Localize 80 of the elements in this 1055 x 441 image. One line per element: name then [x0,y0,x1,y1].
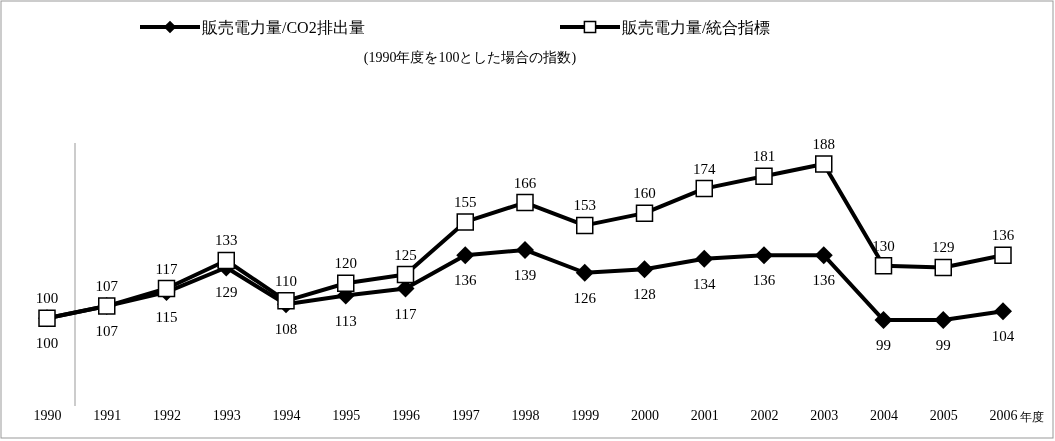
x-tick-label: 2003 [810,407,839,423]
point [516,240,534,259]
point [994,302,1012,321]
data-label: 100 [35,290,59,307]
x-tick-label: 1999 [571,407,600,423]
point [575,263,594,282]
x-tick-label: 1992 [153,407,181,423]
x-tick-label: 1998 [511,407,540,423]
point [695,249,714,268]
data-label: 110 [275,272,297,289]
data-label: 133 [215,232,238,249]
point [576,216,594,235]
x-tick-label: 1996 [392,407,420,423]
point [157,279,176,298]
point [994,246,1012,264]
point [516,193,534,212]
data-label: 153 [573,197,596,214]
point [874,256,893,275]
point [755,167,773,186]
data-label: 130 [872,237,895,254]
data-label: 160 [633,185,656,202]
x-tick-label: 1991 [93,407,122,423]
x-tick-label: 1997 [451,407,480,423]
point [874,311,893,330]
x-axis-title: 年度 [1020,410,1044,424]
x-tick-label: 2005 [929,407,958,423]
x-tick-label: 2001 [690,407,719,423]
data-label: 104 [991,328,1015,345]
data-label: 108 [274,321,298,338]
data-label: 117 [155,260,178,277]
point [695,179,713,198]
data-label: 136 [454,272,477,289]
point [277,292,295,310]
data-label: 128 [633,286,656,303]
data-label: 100 [35,335,59,352]
x-tick-label: 1994 [272,407,301,423]
point [217,251,235,270]
x-tick-label: 2000 [631,407,659,423]
data-label: 107 [95,323,119,340]
chart-subtitle: (1990年度を100とした場合の指数) [363,50,577,66]
data-label: 115 [155,309,178,326]
point [396,265,415,284]
data-label: 99 [935,337,951,354]
point [755,246,773,265]
x-tick-label: 2004 [870,407,898,423]
data-label: 125 [394,246,417,263]
point [934,258,952,277]
data-label: 166 [513,174,537,191]
x-tick-label: 1995 [332,407,361,423]
data-label: 129 [932,239,955,256]
data-label: 107 [95,278,119,295]
data-label: 129 [215,284,238,301]
x-tick-label: 2002 [750,407,779,423]
data-label: 120 [334,255,357,272]
x-tick-label: 1990 [33,407,62,423]
data-label: 139 [513,266,537,283]
legend-label: 販売電力量/CO2排出量 [202,19,365,36]
point [635,260,654,279]
data-label: 155 [454,193,477,210]
point [456,246,475,265]
data-label: 134 [693,275,716,292]
point [456,213,474,231]
data-label: 181 [752,148,776,165]
point [635,204,654,222]
data-label: 188 [812,136,835,153]
point [815,155,833,173]
data-label: 113 [334,312,357,329]
data-label: 136 [752,272,776,289]
point [934,311,953,330]
point [337,274,355,293]
legend-label: 販売電力量/統合指標 [622,19,771,36]
data-label: 99 [876,337,891,354]
data-label: 117 [394,305,417,322]
point [814,246,833,265]
data-label: 174 [693,160,716,177]
x-tick-label: 2006 [989,407,1018,423]
data-label: 136 [812,272,836,289]
data-label: 136 [991,227,1015,244]
data-label: 126 [573,289,597,306]
x-tick-label: 1993 [212,407,241,423]
